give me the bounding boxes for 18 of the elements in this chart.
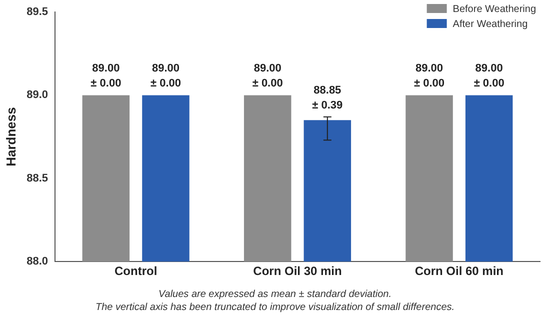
data-label: 89.00 ± 0.00 — [474, 62, 504, 90]
data-label: 88.85 ± 0.39 — [312, 84, 343, 112]
data-label: 89.00 ± 0.00 — [150, 62, 182, 90]
legend-label: Before Weathering — [452, 4, 536, 15]
text: The vertical axis has been truncated to improve visualization of small differences. — [94, 301, 456, 314]
y-tick-label: 89.0 — [26, 89, 48, 102]
text: Values are expressed as mean ± standard deviation. — [157, 288, 393, 301]
x-tick-label: Control — [114, 264, 158, 278]
legend-label: After Weathering — [452, 18, 528, 30]
y-tick-label: 89.5 — [26, 6, 48, 18]
y-tick-label: 88.0 — [26, 256, 48, 268]
y-tick-label: 88.5 — [26, 172, 48, 184]
x-tick-label: Corn Oil 60 min — [414, 264, 504, 278]
y-axis-title: Hardness — [3, 107, 18, 166]
data-label: 89.00 ± 0.00 — [414, 62, 445, 90]
data-label: 89.00 ± 0.00 — [90, 62, 122, 90]
data-label: 89.00 ± 0.00 — [252, 62, 283, 90]
x-tick-label: Corn Oil 30 min — [253, 264, 342, 278]
